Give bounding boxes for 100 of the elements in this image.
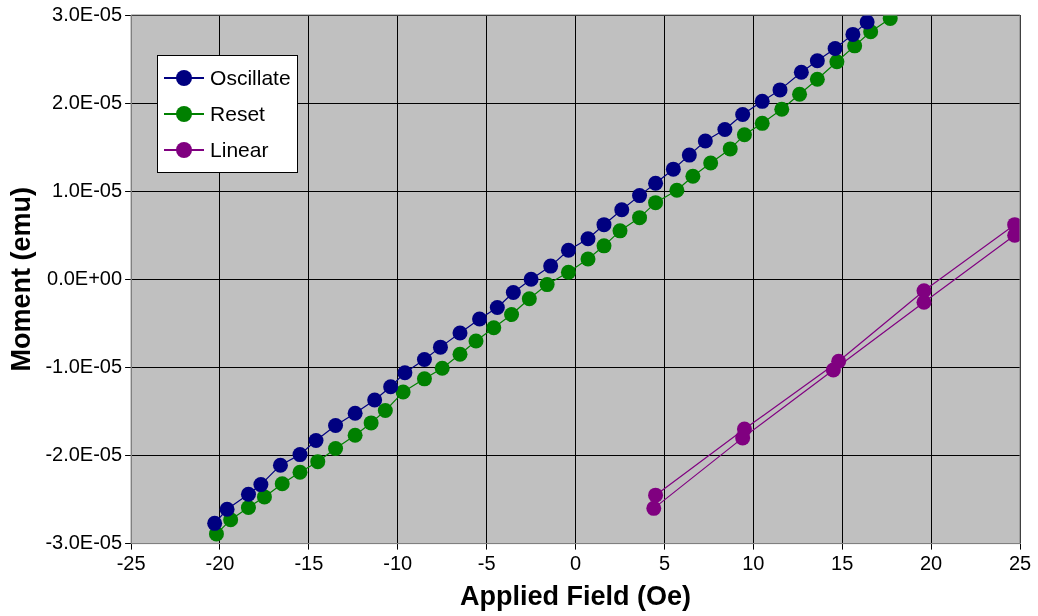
point	[432, 339, 448, 355]
x-tick-label: 15	[831, 552, 854, 575]
point	[434, 360, 450, 376]
point	[632, 210, 648, 226]
point	[416, 371, 432, 387]
point	[395, 384, 411, 400]
point	[825, 362, 841, 378]
point	[580, 251, 596, 267]
point	[809, 71, 825, 87]
y-tick-label: -2.0E-05	[45, 443, 123, 466]
point	[240, 499, 256, 515]
point	[681, 147, 697, 163]
point	[253, 477, 269, 493]
point	[612, 223, 628, 239]
point	[648, 195, 664, 211]
y-tick-label: -1.0E-05	[45, 354, 123, 377]
point	[717, 122, 733, 138]
point	[648, 175, 664, 191]
point	[859, 15, 875, 30]
point	[363, 415, 379, 431]
point	[735, 107, 751, 123]
point	[328, 418, 344, 434]
point	[703, 155, 719, 171]
point	[310, 454, 326, 470]
point	[489, 299, 505, 315]
point	[240, 486, 256, 502]
point	[416, 351, 432, 367]
y-tick-label: 2.0E-05	[52, 90, 123, 113]
x-tick-label: -10	[383, 552, 413, 575]
point	[377, 403, 393, 419]
point	[367, 392, 383, 408]
point	[383, 379, 399, 395]
point	[845, 26, 861, 42]
point	[486, 320, 502, 336]
x-tick-label: -15	[294, 552, 324, 575]
point	[292, 464, 308, 480]
point	[685, 168, 701, 184]
point	[523, 271, 539, 287]
point	[272, 457, 288, 473]
y-tick-label: 3.0E-05	[52, 2, 123, 25]
point	[452, 346, 468, 362]
y-axis-title: Moment (emu)	[5, 187, 36, 372]
point	[792, 86, 808, 102]
point	[347, 427, 363, 443]
point	[774, 101, 790, 117]
point	[596, 238, 612, 254]
point	[648, 487, 664, 503]
point	[722, 141, 738, 157]
point	[754, 93, 770, 109]
point	[347, 405, 363, 421]
point	[452, 325, 468, 341]
point	[754, 115, 770, 131]
point	[916, 294, 932, 310]
point	[256, 489, 272, 505]
point	[793, 64, 809, 80]
x-tick-label: 0	[569, 552, 582, 575]
point	[219, 501, 235, 517]
point	[274, 476, 290, 492]
point	[468, 333, 484, 349]
point	[697, 133, 713, 149]
point	[614, 202, 630, 218]
point	[207, 515, 223, 531]
point	[669, 182, 685, 198]
legend-label: Reset	[210, 102, 265, 126]
point	[505, 285, 521, 301]
point	[539, 277, 555, 293]
point	[308, 433, 324, 449]
x-tick-label: -20	[205, 552, 235, 575]
x-tick-label: -5	[477, 552, 496, 575]
x-tick-label: -25	[116, 552, 146, 575]
point	[809, 53, 825, 69]
point	[580, 231, 596, 247]
x-axis-title: Applied Field (Oe)	[460, 581, 692, 612]
point	[735, 430, 751, 446]
x-tick-label: 20	[919, 552, 943, 575]
point	[827, 40, 843, 56]
x-tick-label: 25	[1008, 552, 1032, 575]
point	[504, 307, 520, 323]
x-tick-label: 10	[742, 552, 765, 575]
point	[292, 447, 308, 463]
point	[560, 242, 576, 258]
point	[646, 500, 662, 516]
point	[472, 311, 488, 327]
point	[632, 188, 648, 204]
point	[543, 258, 559, 274]
legend-label: Oscillate	[210, 66, 291, 90]
x-tick-label: 5	[658, 552, 671, 575]
point	[560, 264, 576, 280]
point	[736, 127, 752, 143]
y-tick-label: -3.0E-05	[45, 531, 123, 554]
point	[665, 161, 681, 177]
legend-label: Linear	[210, 138, 269, 162]
point	[829, 54, 845, 70]
point	[521, 291, 537, 307]
point	[772, 82, 788, 98]
point	[328, 440, 344, 456]
point	[596, 217, 612, 233]
point	[397, 365, 413, 381]
y-tick-label: 1.0E-05	[52, 178, 123, 201]
y-tick-label: 0.0E+00	[47, 266, 123, 289]
